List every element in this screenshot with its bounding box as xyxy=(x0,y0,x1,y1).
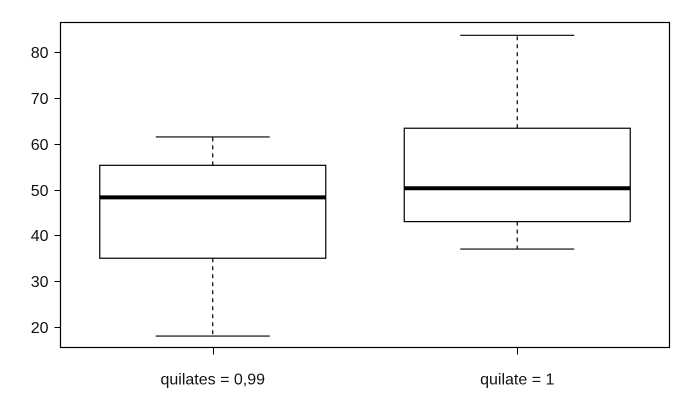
iqr-box xyxy=(403,127,631,223)
x-category-label-1: quilates = 0,99 xyxy=(160,372,265,389)
y-tick-label-40: 40 xyxy=(31,228,49,245)
y-tick-label-20: 20 xyxy=(31,320,49,337)
y-tick-label-50: 50 xyxy=(31,183,49,200)
boxes-layer xyxy=(99,34,631,337)
box-2 xyxy=(403,34,631,250)
x-axis: quilates = 0,99 quilate = 1 xyxy=(160,347,554,389)
y-tick-label-60: 60 xyxy=(31,137,49,154)
iqr-box xyxy=(99,164,327,259)
plot-frame xyxy=(59,21,671,349)
y-tick-label-70: 70 xyxy=(31,91,49,108)
x-category-label-2: quilate = 1 xyxy=(480,372,554,389)
box-1 xyxy=(99,136,327,337)
y-tick-label-80: 80 xyxy=(31,45,49,62)
y-axis: 20 30 40 50 60 70 80 xyxy=(31,45,61,337)
y-tick-label-30: 30 xyxy=(31,274,49,291)
